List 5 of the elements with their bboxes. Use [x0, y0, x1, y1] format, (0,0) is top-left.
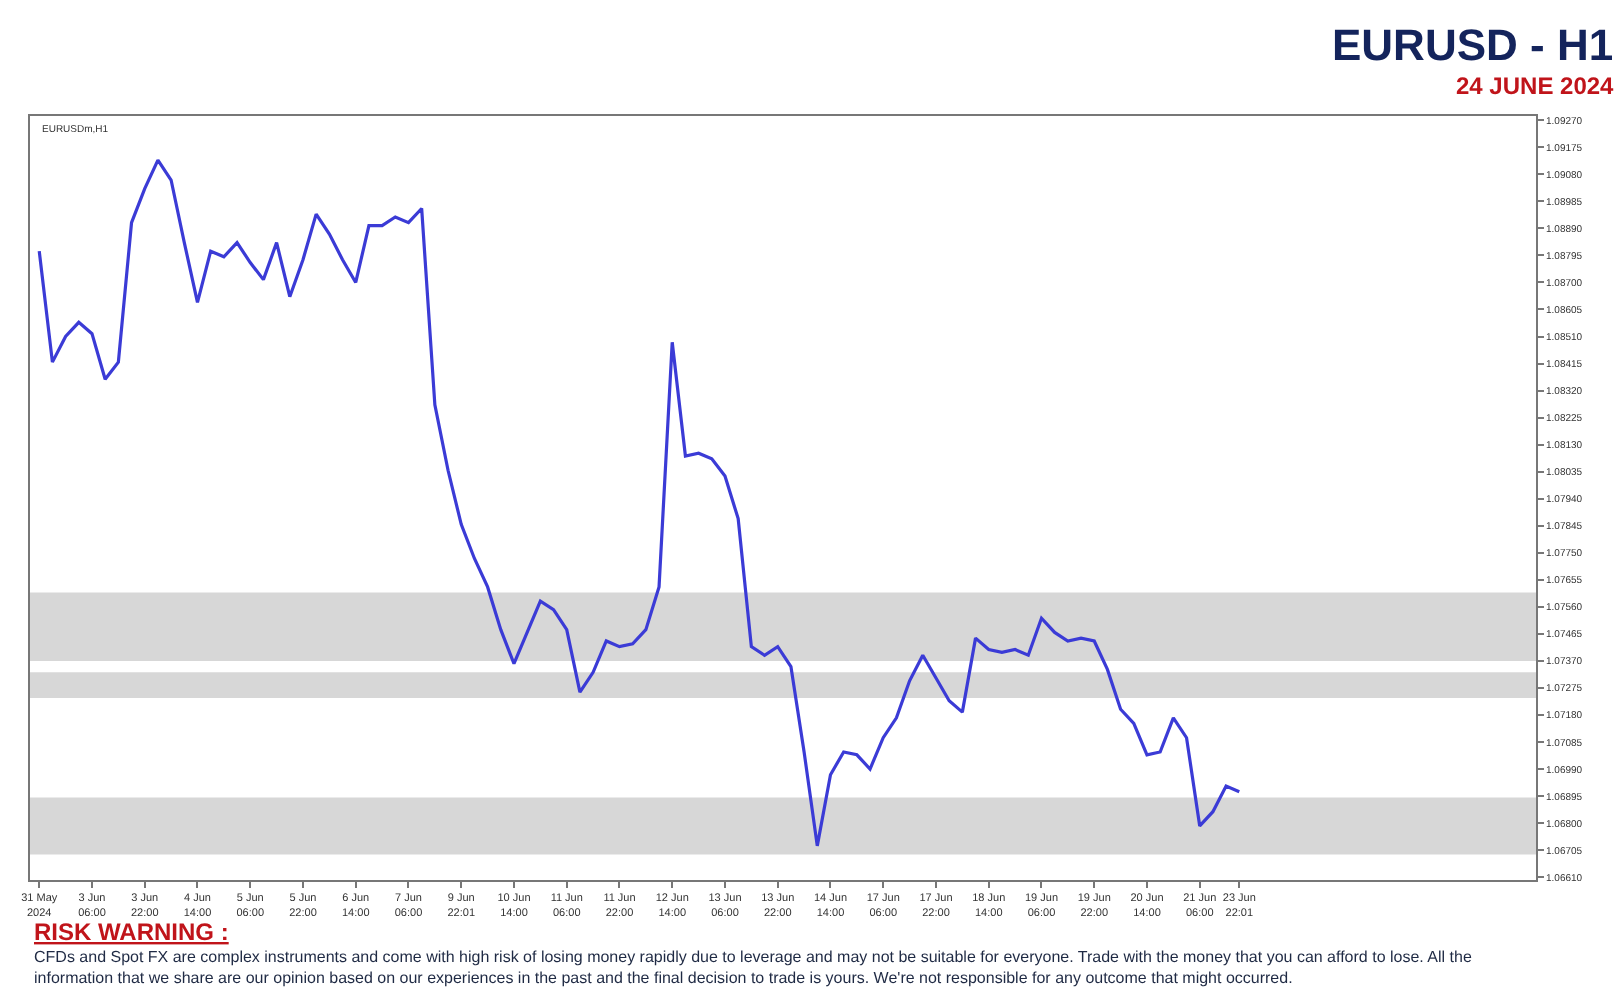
- line-series: [37, 158, 1241, 848]
- text: CFDs and Spot FX are complex instruments and come with high risk of losing money rapidly due to leverage and may not be suitable for everyone. Trade with the money that you can afford to lose. All the information that we share are our opinion based on our experiences in the past and the final decision to trade is yours. We're not responsible for any outcome that might occurred.: [34, 948, 1473, 987]
- text: RISK WARNING :: [34, 918, 229, 946]
- chart-title: EURUSD - H1: [1332, 20, 1614, 70]
- chart-subtitle: 24 JUNE 2024: [1456, 72, 1615, 100]
